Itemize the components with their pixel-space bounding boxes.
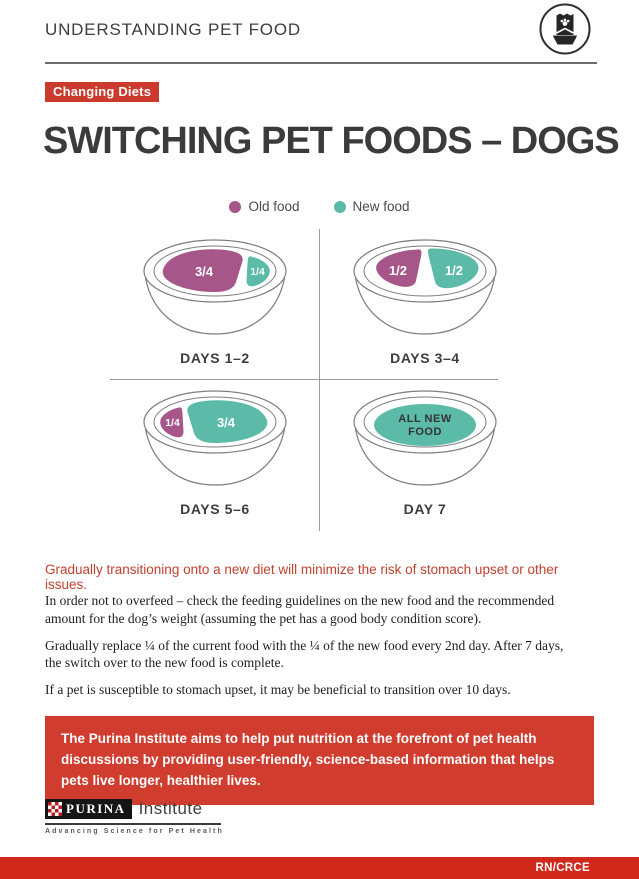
logo-underline xyxy=(45,823,221,825)
old-food-portion xyxy=(376,249,422,287)
bowl-caption: DAYS 3–4 xyxy=(390,350,460,366)
old-food-portion xyxy=(162,249,243,293)
bowl-days-1-2-illustration: 3/4 1/4 xyxy=(143,239,287,335)
new-fraction-label: 3/4 xyxy=(217,415,236,430)
old-fraction-label: 1/2 xyxy=(389,263,407,278)
vertical-divider xyxy=(319,229,320,531)
new-food-portion xyxy=(246,256,270,287)
bowl-days-3-4: 1/2 1/2 DAYS 3–4 xyxy=(320,229,530,380)
purina-institute-logo: PURINA Institute Advancing Science for P… xyxy=(45,799,224,835)
bowl-days-3-4-illustration: 1/2 1/2 xyxy=(353,239,497,335)
paragraph-replace: Gradually replace ¼ of the current food … xyxy=(45,637,564,671)
new-fraction-label: 1/2 xyxy=(445,263,463,278)
new-fraction-label: 1/4 xyxy=(250,266,265,278)
new-food-dot-icon xyxy=(333,200,346,213)
header-divider xyxy=(45,62,597,64)
all-new-food-label-line1: ALL NEW xyxy=(398,413,452,425)
legend-item-new-food: New food xyxy=(333,199,410,214)
purina-checkerboard-icon xyxy=(48,802,62,816)
old-fraction-label: 3/4 xyxy=(195,264,214,279)
paragraph-overfeed: In order not to overfeed – check the fee… xyxy=(45,593,555,626)
legend-label-old-food: Old food xyxy=(248,199,300,214)
bowl-days-5-6-illustration: 1/4 3/4 xyxy=(143,390,287,486)
bowl-days-5-6: 1/4 3/4 DAYS 5–6 xyxy=(110,380,320,531)
bowl-day-7: ALL NEW FOOD DAY 7 xyxy=(320,380,530,531)
bowl-caption: DAYS 1–2 xyxy=(180,350,250,366)
purina-institute-callout: The Purina Institute aims to help put nu… xyxy=(45,716,594,805)
bowl-day-7-illustration: ALL NEW FOOD xyxy=(353,390,497,486)
footer-code: RN/CRCE xyxy=(535,862,590,874)
old-food-portion xyxy=(160,407,184,438)
purina-wordmark: PURINA xyxy=(45,799,132,819)
old-food-dot-icon xyxy=(229,200,242,213)
footer-code-bar: RN/CRCE xyxy=(0,857,639,879)
horizontal-divider xyxy=(110,379,498,380)
lead-sentence: Gradually transitioning onto a new diet … xyxy=(45,562,559,592)
all-new-food-label-line2: FOOD xyxy=(408,426,442,438)
body-text: In order not to overfeed – check the fee… xyxy=(45,592,575,708)
section-badge: Changing Diets xyxy=(45,82,160,102)
transition-diagram: 3/4 1/4 DAYS 1–2 1/2 1/2 DAYS 3–4 xyxy=(110,229,530,531)
page-header-title: UNDERSTANDING PET FOOD xyxy=(45,20,301,39)
purina-brand-text: PURINA xyxy=(66,801,126,816)
new-food-portion xyxy=(428,248,479,289)
legend-item-old-food: Old food xyxy=(229,199,300,214)
logo-tagline: Advancing Science for Pet Health xyxy=(45,828,224,835)
old-fraction-label: 1/4 xyxy=(165,417,180,429)
new-food-portion xyxy=(374,404,476,446)
bowl-caption: DAY 7 xyxy=(403,501,447,517)
paragraph-susceptible: If a pet is susceptible to stomach upset… xyxy=(45,682,511,698)
legend: Old food New food xyxy=(0,199,639,214)
bowl-caption: DAYS 5–6 xyxy=(180,501,250,517)
new-food-portion xyxy=(187,400,268,444)
bowl-days-1-2: 3/4 1/4 DAYS 1–2 xyxy=(110,229,320,380)
institute-text: Institute xyxy=(138,799,203,818)
page-title: SWITCHING PET FOODS – DOGS xyxy=(43,120,620,162)
pet-food-bag-and-bowl-icon xyxy=(539,3,591,55)
legend-label-new-food: New food xyxy=(352,199,410,214)
